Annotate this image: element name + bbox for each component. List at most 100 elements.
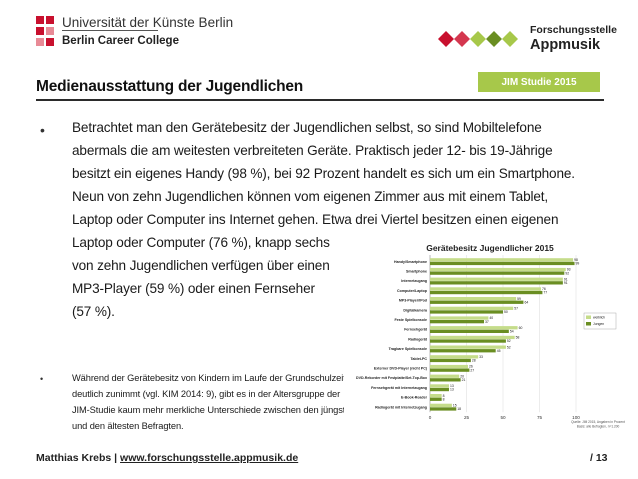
chart-data-label: 98 [574, 258, 578, 262]
chart-data-label: 26 [469, 365, 473, 369]
college-name: Berlin Career College [62, 35, 179, 47]
chart-tick-label: 75 [537, 415, 543, 420]
chart-legend-swatch [586, 315, 591, 319]
footer-credit: Matthias Krebs | www.forschungsstelle.ap… [36, 452, 298, 464]
chart-data-label: 52 [507, 345, 511, 349]
university-name: Universität der Künste Berlin [62, 15, 234, 30]
bullet1-line: besitzt ein eigenes Handy (98 %), bei 92… [72, 166, 575, 181]
chart-bar [430, 394, 442, 398]
chart-bar [430, 407, 457, 411]
chart-bar [430, 297, 517, 301]
chart-legend-label: weiblich [593, 316, 605, 320]
slide-title: Medienausstattung der Jugendlichen [36, 78, 304, 95]
footer-link[interactable]: www.forschungsstelle.appmusik.de [120, 452, 299, 464]
chart-data-label: 45 [497, 349, 501, 353]
bullet-marker: • [40, 374, 44, 384]
bullet1-line: Laptop oder Computer ins Internet gehen.… [72, 212, 559, 227]
page-number: / 13 [590, 452, 608, 464]
header-rule [62, 30, 158, 31]
chart-data-label: 91 [564, 281, 568, 285]
chart-legend-box [583, 312, 617, 330]
udk-logo-icon [36, 16, 54, 46]
chart-bar [430, 364, 468, 369]
chart-category-label: DVD-Rekorder mit Festplatte/Set-Top-Box [356, 376, 427, 380]
bullet2-line: deutlich zunimmt (vgl. KIM 2014: 9), gib… [72, 389, 341, 399]
chart-data-label: 54 [510, 330, 514, 334]
chart-tick-label: 0 [429, 415, 432, 420]
chart-tick-label: 100 [572, 415, 580, 420]
chart-category-label: Tablet-PC [410, 357, 427, 361]
bullet1-line: Laptop oder Computer (76 %), knapp sechs [72, 235, 330, 250]
chart-data-label: 8 [443, 397, 445, 401]
chart-data-label: 60 [519, 326, 523, 330]
chart-bar [430, 403, 452, 407]
bullet1-line: abermals die am weitesten verbreiteten G… [72, 143, 553, 158]
chart-bar [430, 345, 506, 349]
appmusik-logo-icon [438, 31, 518, 47]
chart-data-label: 20 [460, 374, 464, 378]
chart-category-label: Internetzugang [401, 279, 427, 283]
chart-data-label: 57 [514, 307, 518, 311]
chart-bar [430, 329, 509, 333]
partner-name: Appmusik [530, 37, 601, 53]
chart-bar [430, 281, 563, 285]
chart-category-label: Digitalkamera [403, 308, 428, 312]
chart-bar [430, 290, 543, 295]
chart-category-label: Feste Spielkonsole [394, 318, 427, 322]
chart-bar [430, 368, 470, 372]
chart-title: Gerätebesitz Jugendlicher 2015 [426, 243, 554, 253]
chart-data-label: 50 [504, 310, 508, 314]
partner-label: Forschungsstelle [530, 24, 617, 36]
chart-bar [430, 258, 574, 262]
chart-bar [430, 287, 541, 291]
chart-category-label: Tragbare Spielkonsole [389, 347, 427, 351]
chart-bar [430, 306, 514, 310]
title-rule [36, 99, 604, 101]
chart-category-label: Radiogerät [408, 337, 428, 341]
bullet2-line: JIM-Studie kaum mehr merkliche Unterschi… [72, 405, 356, 415]
chart-bar [430, 320, 485, 324]
chart-data-label: 59 [517, 297, 521, 301]
bullet1-line: MP3-Player (59 %) oder einen Fernseher [72, 281, 315, 296]
study-badge: JIM Studie 2015 [478, 72, 600, 92]
chart-bar [430, 374, 460, 378]
chart-bar [430, 277, 563, 281]
bullet2-line: Während der Gerätebesitz von Kindern im … [72, 373, 346, 383]
chart-data-label: 76 [542, 287, 546, 291]
chart-data-label: 27 [470, 368, 474, 372]
chart-data-label: 21 [462, 378, 466, 382]
chart-bar [430, 316, 489, 320]
chart-category-label: MP3-Player/iPod [399, 299, 427, 303]
chart-data-label: 8 [443, 394, 445, 398]
chart-data-label: 52 [507, 339, 511, 343]
bullet1-line: Neun von zehn Jugendlichen können vom ei… [72, 189, 549, 204]
chart-category-label: Computer/Laptop [397, 289, 428, 293]
chart-category-label: Smartphone [406, 270, 427, 274]
chart-bar [430, 384, 449, 388]
chart-bar [430, 355, 479, 359]
device-ownership-chart: Gerätebesitz Jugendlicher 2015 Handy/Sma… [344, 240, 636, 430]
chart-tick-label: 50 [500, 415, 506, 420]
chart-data-label: 33 [479, 355, 483, 359]
chart-source-note: Basis: alle Befragten, n=1.200 [577, 425, 620, 429]
chart-bar [430, 358, 471, 363]
chart-data-label: 40 [489, 316, 493, 320]
chart-data-label: 15 [453, 404, 457, 408]
bullet-marker: • [40, 122, 45, 138]
chart-data-label: 99 [576, 262, 580, 266]
chart-legend-swatch [586, 322, 591, 326]
bullet1-line: Betrachtet man den Gerätebesitz der Juge… [72, 120, 542, 135]
chart-category-label: Externer DVD-Player (nicht PC) [374, 367, 428, 371]
chart-data-label: 91 [564, 277, 568, 281]
chart-bar [430, 261, 575, 266]
chart-bar [430, 378, 461, 382]
chart-bar [430, 326, 518, 330]
chart-bar [430, 349, 496, 353]
chart-data-label: 93 [567, 268, 571, 272]
chart-data-label: 77 [543, 291, 547, 295]
chart-data-label: 92 [565, 271, 569, 275]
bullet1-line: (57 %). [72, 304, 115, 319]
chart-bar [430, 387, 449, 392]
chart-bar [430, 267, 566, 272]
chart-bar [430, 271, 565, 275]
